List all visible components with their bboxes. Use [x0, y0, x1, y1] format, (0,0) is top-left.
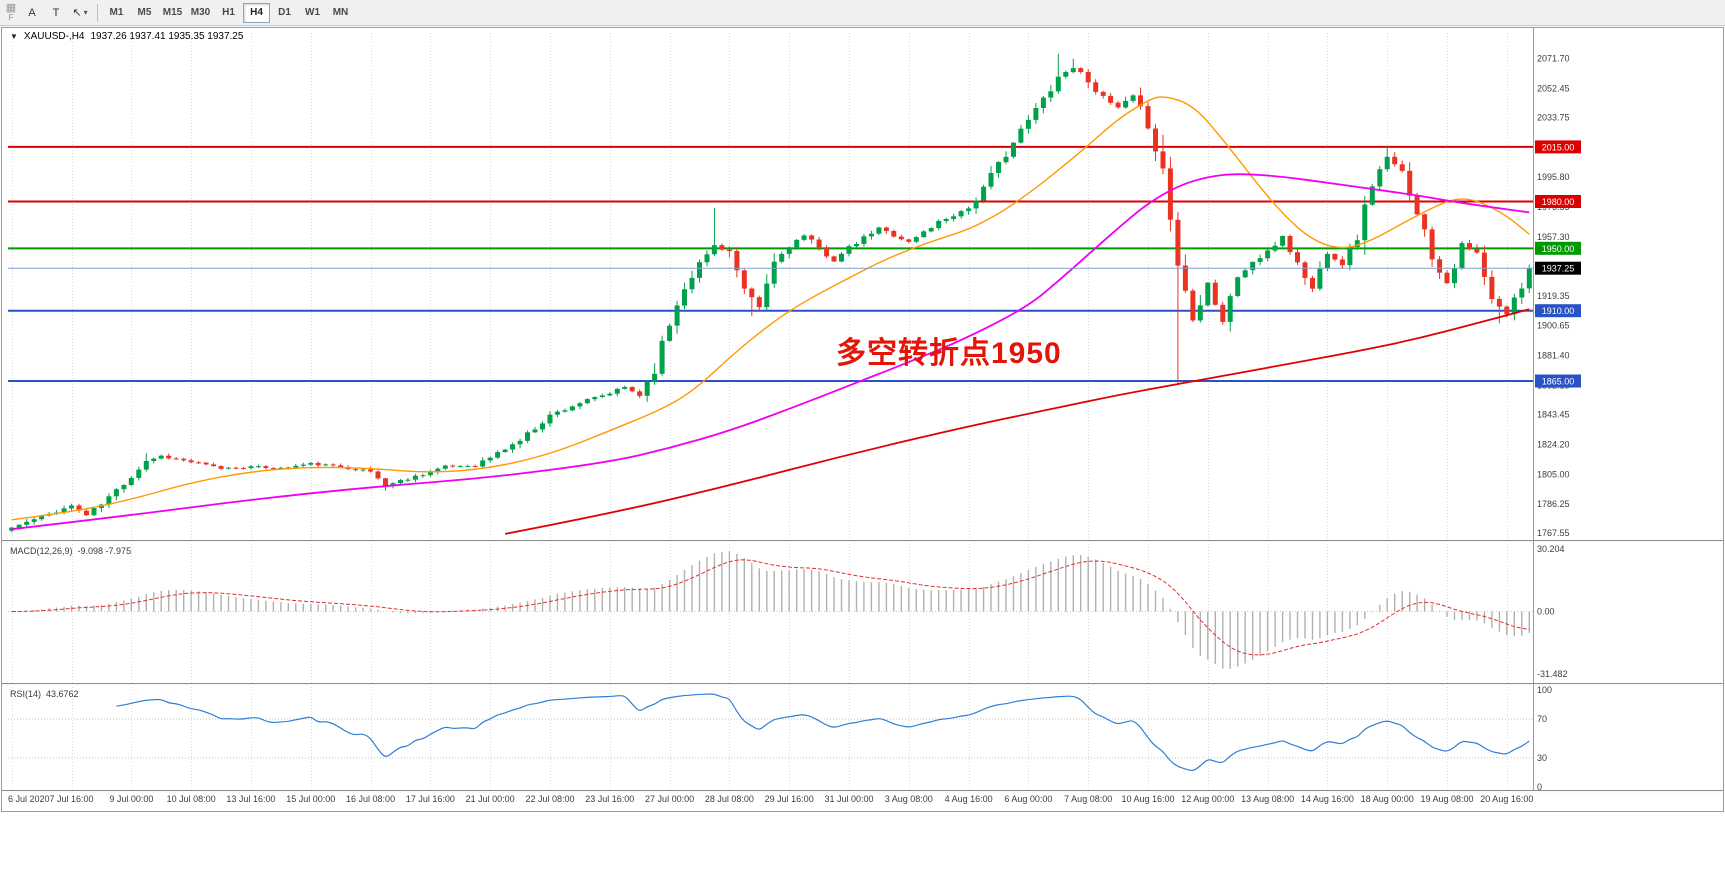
- price-badge-text: 1980.00: [1542, 197, 1575, 207]
- time-axis-label: 10 Aug 16:00: [1121, 794, 1174, 804]
- toolbar-dock: ▦ F: [2, 0, 20, 26]
- price-axis-label: 1881.40: [1537, 350, 1570, 360]
- type-tool-button[interactable]: T: [44, 3, 68, 23]
- chart-symbol-period: XAUUSD-,H4: [23, 31, 85, 42]
- macd-label: MACD(12,26,9) -9.098 -7.975: [10, 546, 131, 556]
- price-axis-label: 1824.20: [1537, 440, 1570, 450]
- rsi-axis-30: 30: [1537, 753, 1547, 763]
- price-axis-label: 1919.35: [1537, 291, 1570, 301]
- time-axis-label: 19 Aug 08:00: [1421, 794, 1474, 804]
- rsi-label: RSI(14) 43.6762: [10, 689, 79, 699]
- time-axis-label: 18 Aug 00:00: [1361, 794, 1414, 804]
- price-axis-label: 1900.65: [1537, 320, 1570, 330]
- price-badge-2015.00: [1535, 140, 1581, 154]
- chart-marker-icon[interactable]: ▼: [10, 32, 18, 41]
- price-axis-label: 2052.45: [1537, 83, 1570, 93]
- top-toolbar: ▦ F A T ↖ ▾ M1 M5 M15 M30 H1 H4 D1 W1 MN: [0, 0, 1725, 26]
- price-axis-label: 1995.80: [1537, 172, 1570, 182]
- price-badge-1980.00: [1535, 195, 1581, 208]
- time-axis-label: 16 Jul 08:00: [346, 794, 395, 804]
- time-axis-label: 22 Jul 08:00: [525, 794, 574, 804]
- time-axis-label: 4 Aug 16:00: [945, 794, 993, 804]
- time-axis-label: 6 Aug 00:00: [1004, 794, 1052, 804]
- ma-mid-magenta: [11, 173, 1530, 531]
- toolbar-dock-label: F: [8, 13, 14, 22]
- macd-histogram: [18, 551, 1530, 669]
- price-badge-text: 1937.25: [1542, 264, 1575, 274]
- chart-grid-icon: ▦: [5, 2, 17, 14]
- caret-down-icon: ▾: [83, 8, 88, 17]
- time-axis-label: 15 Jul 00:00: [286, 794, 335, 804]
- price-axis-label: 1786.25: [1537, 499, 1570, 509]
- price-axis-label: 1805.00: [1537, 470, 1570, 480]
- timeframe-button-m1[interactable]: M1: [103, 3, 130, 23]
- draw-tool-icon: ↖: [72, 7, 82, 19]
- macd-axis-min: -31.482: [1537, 669, 1568, 679]
- rsi-axis-100: 100: [1537, 685, 1552, 695]
- price-badge-text: 1865.00: [1542, 376, 1575, 386]
- time-axis-label: 20 Aug 16:00: [1480, 794, 1533, 804]
- price-badge-1865.00: [1535, 374, 1581, 388]
- time-axis-label: 23 Jul 16:00: [585, 794, 634, 804]
- ma-fast-orange: [11, 96, 1530, 521]
- time-axis-label: 6 Jul 2020: [8, 794, 50, 804]
- time-axis-label: 27 Jul 00:00: [645, 794, 694, 804]
- price-axis-label: 1767.55: [1537, 528, 1570, 538]
- timeframe-button-m5[interactable]: M5: [131, 3, 158, 23]
- time-axis-label: 31 Jul 00:00: [824, 794, 873, 804]
- price-axis-label: 1957.30: [1537, 232, 1570, 242]
- chart-annotation-text: 多空转折点1950: [836, 337, 1062, 370]
- time-axis-label: 13 Jul 16:00: [226, 794, 275, 804]
- toolbar-separator: [97, 3, 98, 22]
- chart-title: ▼ XAUUSD-,H4 1937.26 1937.41 1935.35 193…: [10, 31, 243, 42]
- timeframe-group: M1 M5 M15 M30 H1 H4 D1 W1 MN: [103, 2, 354, 23]
- price-badge-1910.00: [1535, 304, 1581, 318]
- chart-window-border: [1, 27, 1724, 812]
- timeframe-button-h4[interactable]: H4: [243, 2, 270, 23]
- time-axis-label: 3 Aug 08:00: [885, 794, 933, 804]
- price-badge-text: 1950.00: [1542, 244, 1575, 254]
- time-axis-label: 10 Jul 08:00: [167, 794, 216, 804]
- time-axis-label: 13 Aug 08:00: [1241, 794, 1294, 804]
- rsi-axis-0: 0: [1537, 782, 1542, 792]
- price-badge-text: 1910.00: [1542, 306, 1575, 316]
- price-axis-label: 2033.75: [1537, 113, 1570, 123]
- macd-values: -9.098 -7.975: [77, 546, 132, 556]
- time-axis-label: 29 Jul 16:00: [765, 794, 814, 804]
- draw-tool-button[interactable]: ↖ ▾: [68, 3, 92, 23]
- price-axis-label: 2071.70: [1537, 53, 1570, 63]
- candles-layer: [9, 53, 1532, 533]
- macd-axis-max: 30.204: [1537, 544, 1565, 554]
- rsi-name: RSI(14): [10, 689, 42, 699]
- macd-name: MACD(12,26,9): [10, 546, 73, 556]
- time-axis-label: 9 Jul 00:00: [109, 794, 153, 804]
- timeframe-button-h1[interactable]: H1: [215, 3, 242, 23]
- timeframe-button-m30[interactable]: M30: [187, 3, 214, 23]
- time-axis-label: 21 Jul 00:00: [466, 794, 515, 804]
- ma-slow-red: [504, 308, 1530, 535]
- text-tool-button[interactable]: A: [20, 3, 44, 23]
- time-axis-label: 7 Aug 08:00: [1064, 794, 1112, 804]
- time-axis-label: 7 Jul 16:00: [50, 794, 94, 804]
- timeframe-button-m15[interactable]: M15: [159, 3, 186, 23]
- rsi-value: 43.6762: [46, 689, 79, 699]
- rsi-axis-70: 70: [1537, 714, 1547, 724]
- time-axis-label: 17 Jul 16:00: [406, 794, 455, 804]
- time-axis-label: 14 Aug 16:00: [1301, 794, 1354, 804]
- price-badge-1950.00: [1535, 241, 1581, 255]
- timeframe-button-w1[interactable]: W1: [299, 3, 326, 23]
- price-badge-1937.25: [1535, 261, 1581, 275]
- time-axis-label: 12 Aug 00:00: [1181, 794, 1234, 804]
- macd-axis-zero: 0.00: [1537, 607, 1555, 617]
- price-axis-label: 1843.45: [1537, 410, 1570, 420]
- price-badge-text: 2015.00: [1542, 142, 1575, 152]
- chart-ohlc-values: 1937.26 1937.41 1935.35 1937.25: [90, 31, 244, 42]
- timeframe-button-mn[interactable]: MN: [327, 3, 354, 23]
- rsi-line: [116, 693, 1530, 772]
- macd-signal-line: [11, 559, 1530, 656]
- timeframe-button-d1[interactable]: D1: [271, 3, 298, 23]
- time-axis-label: 28 Jul 08:00: [705, 794, 754, 804]
